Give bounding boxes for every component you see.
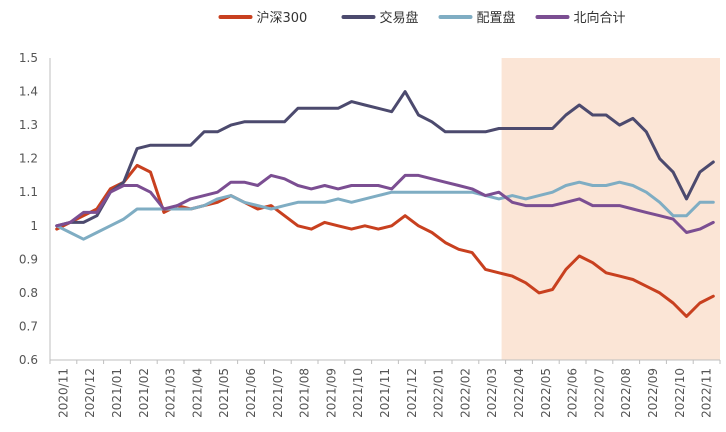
y-tick-label: 0.8 [19,286,38,300]
y-tick-label: 1 [30,219,38,233]
y-tick-label: 1.5 [19,51,38,65]
y-tick-label: 1.1 [19,185,38,199]
y-tick-label: 1.4 [19,85,38,99]
axes: 0.6 0.7 0.8 0.9 1 1.1 1.2 1.3 1.4 1.5 2020/11 2020/… [19,51,721,418]
series-line-2 [55,90,715,228]
highlight-band [501,58,720,360]
y-tick-label: 0.9 [19,252,38,266]
y-tick-label: 0.6 [19,353,38,367]
x-tick-label: 2021/05 [217,368,231,418]
x-tick-label: 2021/06 [244,368,258,418]
legend-label-1: 沪深300 [257,10,308,26]
x-tick-label: 2021/11 [378,368,392,418]
x-tick-label: 2021/10 [351,368,365,418]
x-tick-label: 2021/04 [190,368,204,418]
legend-label-3: 配置盘 [477,10,516,26]
x-tick-label: 2021/01 [110,368,124,418]
x-tick-label: 2022/01 [432,368,446,418]
x-tick-label: 2022/04 [512,368,526,418]
series-lines [55,90,715,318]
x-tick-label: 2021/12 [405,368,419,418]
x-tick-label: 2020/11 [56,368,70,418]
x-tick-label: 2021/02 [137,368,151,418]
x-tick-label: 2022/09 [646,368,660,418]
x-tick-label: 2022/03 [485,368,499,418]
legend-label-2: 交易盘 [380,10,419,26]
legend-label-4: 北向合计 [574,10,626,26]
x-tick-label: 2022/10 [673,368,687,418]
x-tick-label: 2022/07 [592,368,606,418]
x-tick-label: 2022/02 [458,368,472,418]
series-line-1 [55,163,715,318]
x-tick-label: 2020/12 [83,368,97,418]
y-tick-label: 1.2 [19,152,38,166]
x-tick-label: 2021/07 [271,368,285,418]
x-tick-label: 2021/09 [324,368,338,418]
highlight-band-layer [501,58,720,360]
y-tick-label: 1.3 [19,118,38,132]
x-tick-label: 2022/05 [539,368,553,418]
x-tick-label: 2022/11 [700,368,714,418]
y-tick-label: 0.7 [19,319,38,333]
x-tick-label: 2022/06 [566,368,580,418]
legend: 沪深300 交易盘 配置盘 北向合计 [218,10,626,26]
x-tick-label: 2022/08 [619,368,633,418]
x-tick-label: 2021/03 [164,368,178,418]
x-tick-label: 2021/08 [298,368,312,418]
series-line-4 [55,173,715,234]
